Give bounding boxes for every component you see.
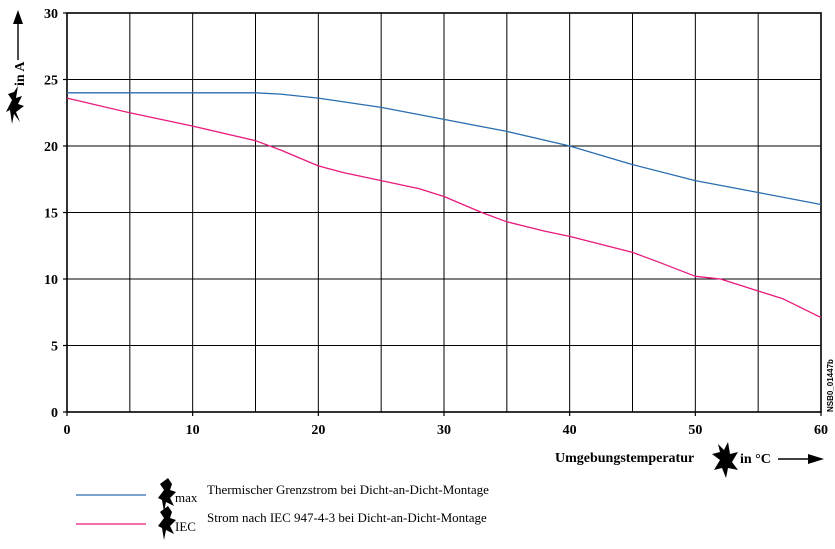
y-tick-label: 25 xyxy=(44,74,58,89)
y-tick-label: 10 xyxy=(44,273,58,288)
x-axis-unit-label: in °C xyxy=(740,452,771,467)
legend-label-iec: Strom nach IEC 947-4-3 bei Dicht-an-Dich… xyxy=(207,510,487,525)
y-axis-symbol-icon xyxy=(6,86,24,124)
x-tick-label: 40 xyxy=(563,423,577,438)
y-tick-label: 20 xyxy=(44,140,58,155)
x-axis-symbol-icon xyxy=(712,442,738,478)
series-line-iec xyxy=(66,97,822,319)
x-axis-label-group: Umgebungstemperatur in °C xyxy=(555,442,824,478)
x-tick-label: 10 xyxy=(186,423,200,438)
x-axis-label: Umgebungstemperatur xyxy=(555,451,694,466)
legend-sub-iec: IEC xyxy=(175,519,196,534)
figure-code: NSB0_01447b xyxy=(826,359,835,412)
legend: max Thermischer Grenzstrom bei Dicht-an-… xyxy=(76,478,489,540)
legend-item-imax: max Thermischer Grenzstrom bei Dicht-an-… xyxy=(76,478,489,512)
y-tick-label: 30 xyxy=(44,7,58,22)
x-tick-label: 20 xyxy=(311,423,325,438)
legend-symbol-iec-icon xyxy=(158,506,176,540)
y-axis-unit-label: in A xyxy=(13,61,28,86)
x-tick-label: 50 xyxy=(688,423,702,438)
x-tick-label: 30 xyxy=(437,423,451,438)
legend-sub-imax: max xyxy=(175,490,198,505)
legend-label-imax: Thermischer Grenzstrom bei Dicht-an-Dich… xyxy=(207,482,489,497)
y-axis-label: in A xyxy=(6,10,28,124)
series-line-max xyxy=(67,92,822,206)
legend-symbol-imax-icon xyxy=(158,478,176,512)
y-tick-label: 5 xyxy=(51,340,58,355)
x-tick-label: 60 xyxy=(814,423,828,438)
x-tick-label: 0 xyxy=(64,423,71,438)
legend-item-iec: IEC Strom nach IEC 947-4-3 bei Dicht-an-… xyxy=(76,506,487,540)
x-axis-arrow-icon xyxy=(808,454,824,464)
y-tick-label: 15 xyxy=(44,207,58,222)
tick-labels: 0 10 20 30 40 50 60 0 5 10 15 20 25 30 xyxy=(44,7,828,438)
grid xyxy=(67,13,821,412)
y-axis-arrow-icon xyxy=(13,10,23,24)
y-tick-label: 0 xyxy=(51,406,58,421)
series-layer xyxy=(66,92,822,319)
